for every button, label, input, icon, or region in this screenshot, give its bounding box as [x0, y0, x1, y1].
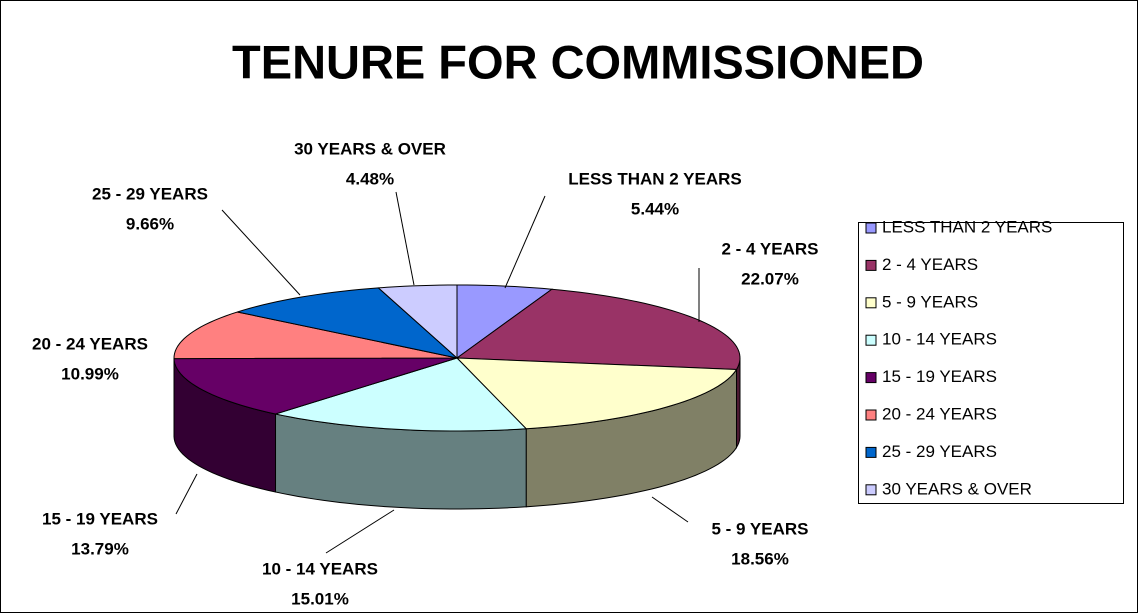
leader-line [504, 195, 546, 289]
data-label-value: 4.48% [346, 169, 394, 188]
legend-swatch [865, 484, 877, 496]
legend-swatch [865, 297, 877, 309]
legend-swatch [865, 446, 877, 458]
data-label-value: 15.01% [291, 589, 349, 608]
pie-slice-side [735, 357, 741, 450]
legend-swatch [865, 259, 877, 271]
data-label-name: LESS THAN 2 YEARS [568, 169, 742, 188]
data-label-name: 15 - 19 YEARS [42, 509, 158, 528]
legend-swatch [865, 409, 877, 421]
data-label-value: 9.66% [126, 214, 174, 233]
legend-label: 25 - 29 YEARS [882, 442, 997, 461]
data-label-name: 25 - 29 YEARS [92, 184, 208, 203]
leader-line [325, 509, 395, 554]
data-label-value: 22.07% [741, 269, 799, 288]
pie-slice [173, 357, 458, 415]
leader-line [395, 191, 415, 286]
leader-line [221, 209, 301, 296]
leader-line [175, 473, 198, 515]
legend-label: 5 - 9 YEARS [882, 292, 978, 311]
legend-label: 10 - 14 YEARS [882, 330, 997, 349]
data-label-value: 13.79% [71, 539, 129, 558]
legend-label: LESS THAN 2 YEARS [882, 217, 1052, 236]
data-label-value: 18.56% [731, 549, 789, 568]
pie-slice [275, 357, 528, 432]
legend-label: 20 - 24 YEARS [882, 404, 997, 423]
data-label-name: 10 - 14 YEARS [262, 559, 378, 578]
data-label-name: 30 YEARS & OVER [294, 139, 446, 158]
pie-slice [455, 357, 738, 430]
data-label-value: 5.44% [631, 199, 679, 218]
data-label-value: 10.99% [61, 364, 119, 383]
pie-slice [237, 287, 459, 359]
legend-swatch [865, 334, 877, 346]
pie-slice [173, 311, 458, 360]
pie-slice [455, 288, 741, 370]
legend-label: 30 YEARS & OVER [882, 479, 1032, 498]
data-label-name: 20 - 24 YEARS [32, 334, 148, 353]
legend-box [858, 222, 1124, 504]
data-label-name: 5 - 9 YEARS [711, 519, 808, 538]
leader-line [651, 496, 689, 523]
pie-slice [456, 284, 554, 359]
legend-label: 2 - 4 YEARS [882, 255, 978, 274]
legend-swatch [865, 222, 877, 234]
data-label-name: 2 - 4 YEARS [721, 239, 818, 258]
legend-label: 15 - 19 YEARS [882, 367, 997, 386]
legend-swatch [865, 372, 877, 384]
pie-slice [377, 284, 458, 360]
chart-title: TENURE FOR COMMISSIONED [232, 35, 924, 88]
